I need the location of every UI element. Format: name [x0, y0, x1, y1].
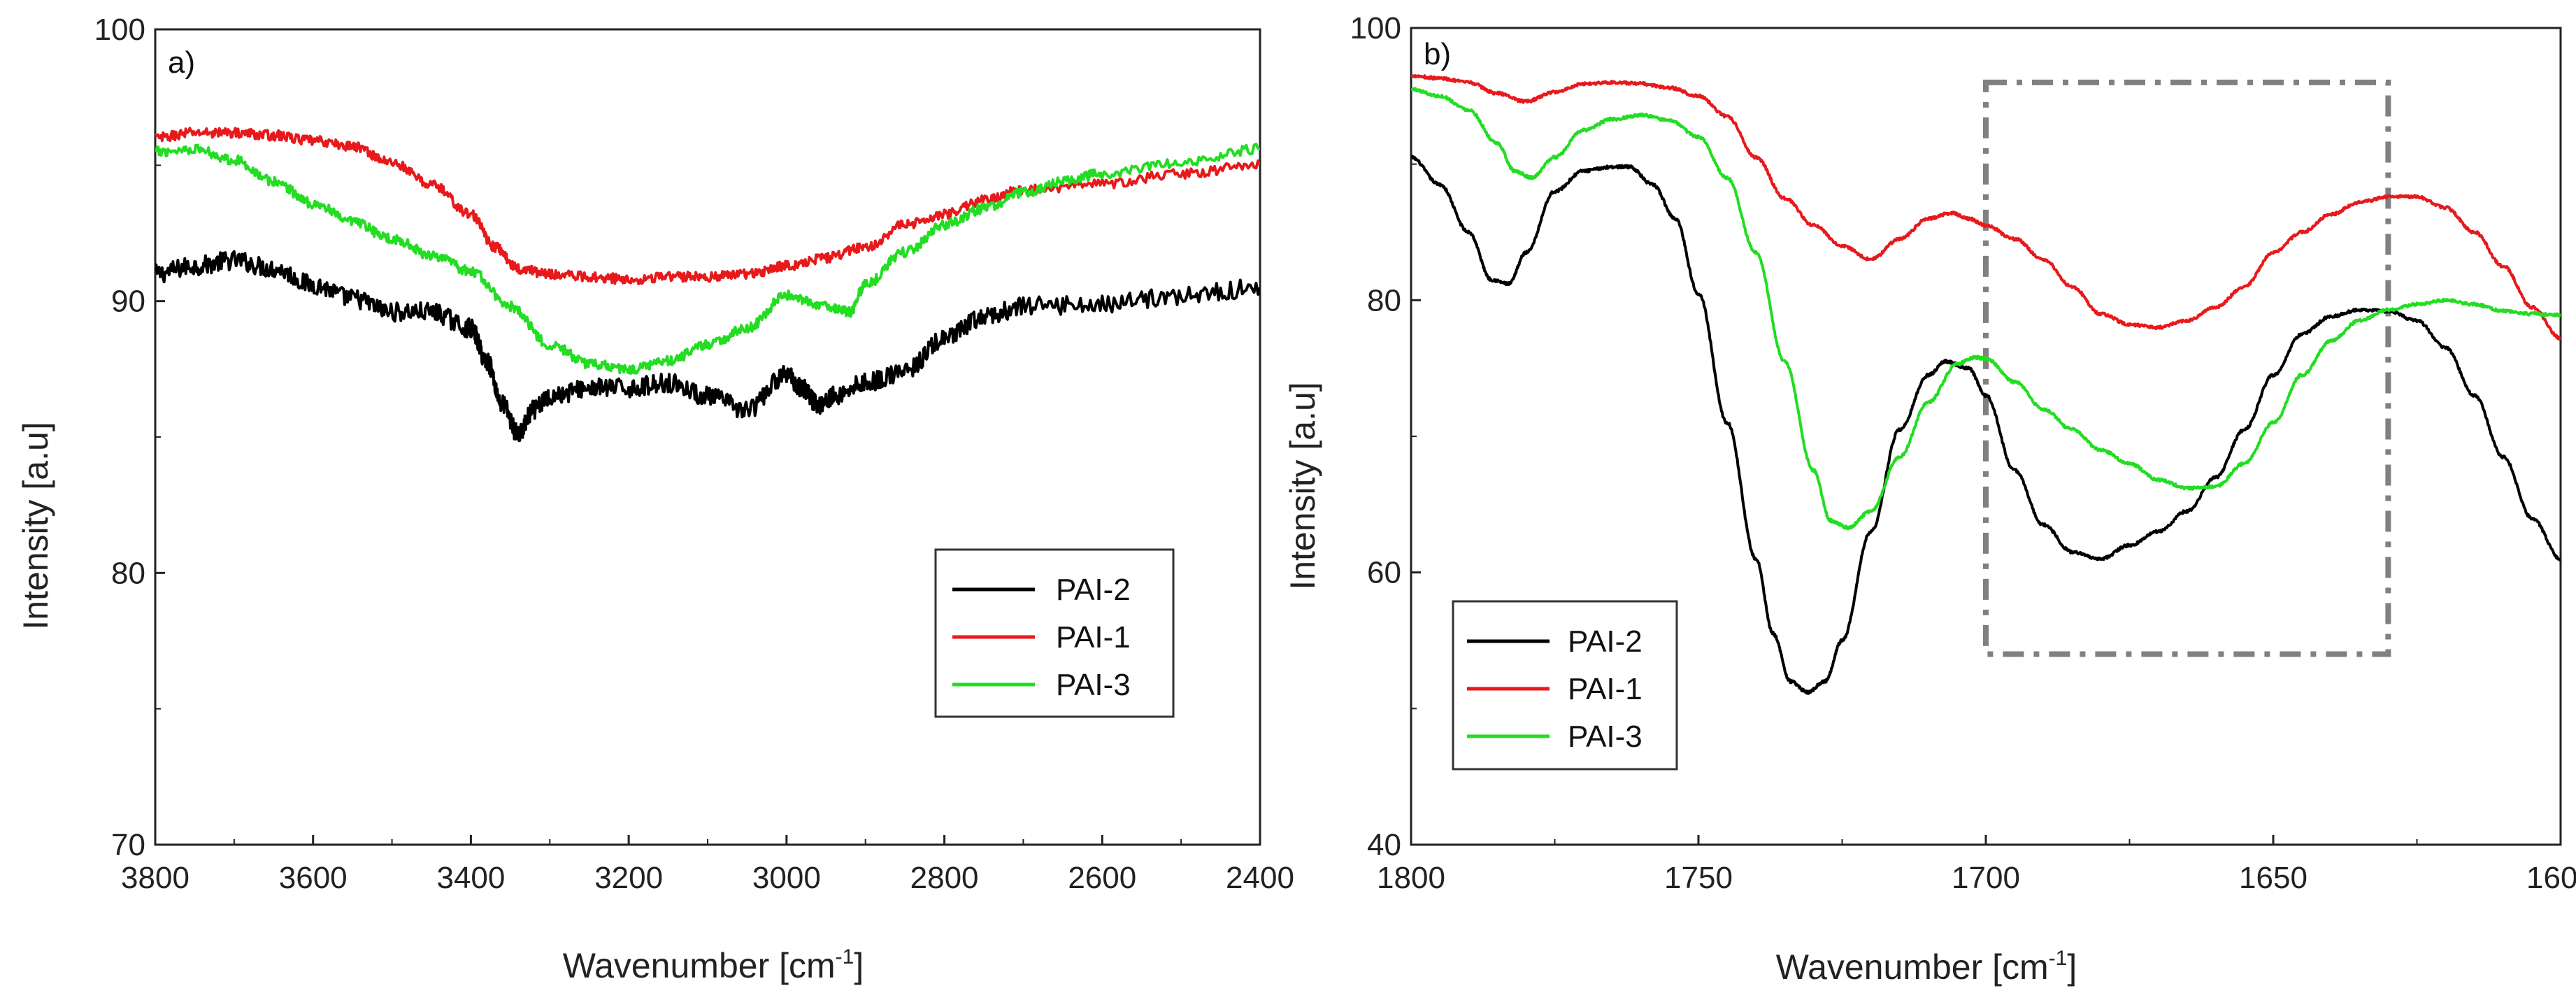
panel-b-series-group — [1411, 73, 2561, 695]
panel-a-y-tick-label: 90 — [111, 285, 145, 319]
panel-a-x-tick-label: 3400 — [436, 861, 505, 895]
panel-b-legend: PAI-2 PAI-1 PAI-3 — [1452, 600, 1678, 771]
panel-a-chart: a) Intensity [a.u] Wavenumber [cm-1] 380… — [16, 13, 1294, 985]
panel-a-x-axis-title-sup: -1 — [836, 945, 854, 968]
panel-b-series-pai-1 — [1411, 73, 2561, 341]
panel-b-x-tick-label: 1800 — [1377, 861, 1445, 895]
panel-b-chart: b) Intensity [a.u] Wavenumber [cm-1] 180… — [1283, 11, 2576, 987]
panel-a-legend-label-pai-3: PAI-3 — [1056, 668, 1131, 702]
panel-a-x-tick-label: 3600 — [279, 861, 348, 895]
panel-a-legend-entry-pai-2: PAI-2 — [952, 573, 1131, 607]
panel-b-y-tick-label: 100 — [1350, 11, 1401, 45]
panel-b-y-tick-label: 40 — [1367, 828, 1401, 862]
panel-b-legend-entry-pai-3: PAI-3 — [1467, 720, 1643, 754]
panel-a-x-tick-label: 3800 — [121, 861, 189, 895]
panel-b-label: b) — [1424, 37, 1451, 71]
panel-a-x-tick-label: 2800 — [910, 861, 979, 895]
panel-b-series-pai-2 — [1411, 155, 2561, 695]
panel-b-legend-label-pai-3: PAI-3 — [1568, 720, 1643, 754]
panel-b-x-axis-title: Wavenumber [cm-1] — [1776, 947, 2077, 987]
panel-a-x-tick-label: 2400 — [1226, 861, 1294, 895]
panel-a-x-tick-label: 2600 — [1068, 861, 1136, 895]
panel-b-legend-label-pai-2: PAI-2 — [1568, 624, 1643, 659]
panel-a-label: a) — [168, 45, 195, 80]
panel-b-x-axis-title-sup: -1 — [2049, 947, 2068, 970]
panel-b-y-tick-label: 60 — [1367, 556, 1401, 590]
panel-a-legend-entry-pai-3: PAI-3 — [952, 668, 1131, 702]
panel-a-x-tick-label: 3000 — [752, 861, 821, 895]
panel-a-legend-label-pai-2: PAI-2 — [1056, 573, 1131, 607]
panel-a-legend: PAI-2 PAI-1 PAI-3 — [934, 548, 1175, 718]
panel-b-y-tick-label: 80 — [1367, 283, 1401, 317]
panel-b-legend-entry-pai-2: PAI-2 — [1467, 624, 1643, 659]
panel-a-y-tick-label: 100 — [94, 13, 145, 47]
panel-b-x-axis-title-close: ] — [2067, 947, 2077, 987]
panel-b-x-axis-title-main: Wavenumber [cm — [1776, 947, 2049, 987]
panel-a-series-pai-1 — [155, 127, 1260, 285]
panel-b-x-tick-label: 1750 — [1664, 861, 1733, 895]
panel-b-x-tick-label: 1700 — [1952, 861, 2020, 895]
panel-b-x-tick-label: 1650 — [2239, 861, 2307, 895]
panel-a-x-tick-label: 3200 — [594, 861, 663, 895]
panel-b-highlight-box — [1983, 79, 2391, 657]
panel-a-series-pai-2 — [155, 250, 1260, 443]
panel-b-legend-box — [1452, 600, 1678, 771]
panel-a-x-axis-title: Wavenumber [cm-1] — [563, 945, 864, 985]
panel-b-series-pai-3 — [1411, 87, 2561, 531]
panel-a-y-axis-title: Intensity [a.u] — [16, 422, 55, 629]
panel-a-plot-frame — [154, 28, 1261, 846]
panel-a-series-pai-3 — [155, 143, 1260, 375]
panel-b-legend-label-pai-1: PAI-1 — [1568, 672, 1643, 706]
panel-b-y-axis-title: Intensity [a.u] — [1283, 382, 1322, 589]
panel-a-x-axis-title-close: ] — [854, 946, 864, 985]
panel-a-y-tick-label: 80 — [111, 556, 145, 590]
panel-b-x-tick-label: 1600 — [2526, 861, 2576, 895]
panel-a-legend-label-pai-1: PAI-1 — [1056, 620, 1131, 654]
panel-a-legend-box — [934, 548, 1175, 718]
panel-a-legend-entry-pai-1: PAI-1 — [952, 620, 1131, 654]
panel-a-x-axis-title-main: Wavenumber [cm — [563, 946, 836, 985]
panel-b-legend-entry-pai-1: PAI-1 — [1467, 672, 1643, 706]
panel-a-series-group — [155, 127, 1260, 443]
panel-a-y-tick-label: 70 — [111, 828, 145, 862]
